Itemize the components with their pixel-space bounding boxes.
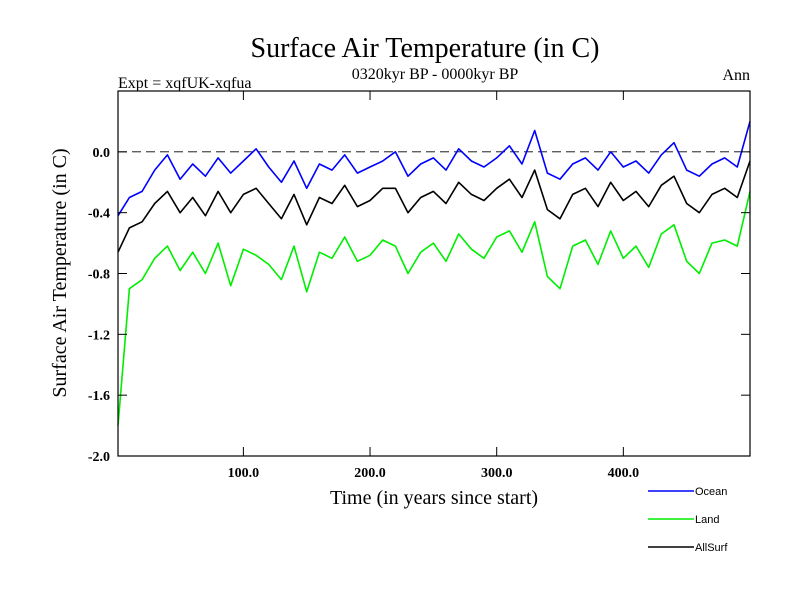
y-tick-label: -2.0 [88,450,110,465]
x-tick-label: 400.0 [608,466,640,481]
y-tick-label: -0.8 [88,268,110,283]
chart-subtitle: 0320kyr BP - 0000kyr BP [352,66,519,83]
legend: Ocean Land AllSurf [648,486,728,554]
series-line-land [117,191,751,426]
x-tick-label: 300.0 [481,466,513,481]
x-tick-label: 100.0 [228,466,260,481]
y-axis-label: Surface Air Temperature (in C) [49,148,71,397]
y-tick-label: -0.4 [88,207,110,222]
y-tick-label: -1.2 [88,328,110,343]
y-tick-label: 0.0 [93,146,111,161]
season-label: Ann [722,67,750,84]
plot-frame [117,90,751,457]
legend-label-ocean: Ocean [695,486,727,498]
y-tick-label: -1.6 [88,389,110,404]
series-layer [117,121,751,426]
legend-label-allsurf: AllSurf [695,542,728,554]
series-line-allsurf [117,160,751,253]
chart-title: Surface Air Temperature (in C) [251,33,600,64]
series-line-ocean [117,121,751,217]
x-tick-label: 200.0 [354,466,386,481]
legend-label-land: Land [695,514,719,526]
axis-ticks: 100.0 200.0 300.0 400.0 -2.0 -1.6 -1.2 -0.8 -0.4… [88,91,750,481]
experiment-label: Expt = xqfUK-xqfua [118,75,251,92]
x-axis-label: Time (in years since start) [330,487,538,509]
